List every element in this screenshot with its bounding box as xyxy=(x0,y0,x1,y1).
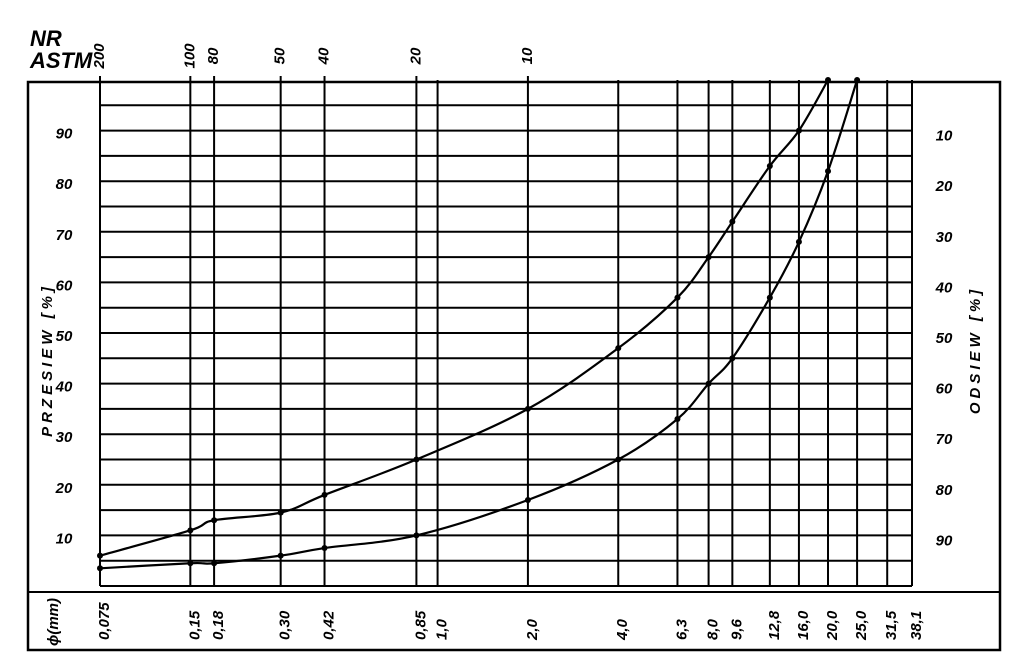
grading-curve xyxy=(99,79,859,570)
curve-point xyxy=(705,254,712,261)
y-tick-label: 30 xyxy=(56,429,73,446)
y-axis-title: PRZESIEW [%] xyxy=(39,283,56,437)
curve-point xyxy=(729,218,736,225)
curve-point xyxy=(211,560,218,567)
curve-point xyxy=(413,456,420,463)
y-tick-label: 50 xyxy=(56,328,73,345)
x-axis-title: ϕ(mm) xyxy=(45,598,62,646)
curve-point xyxy=(674,294,681,301)
curve-point xyxy=(97,552,103,559)
curve-point xyxy=(615,345,622,352)
curve-point xyxy=(766,294,773,301)
curve-point xyxy=(277,552,284,559)
top-tick-label: 80 xyxy=(205,47,222,64)
top-tick-label: 50 xyxy=(272,47,289,64)
x-tick-label: 1,0 xyxy=(434,618,451,640)
y-tick-label: 20 xyxy=(55,480,73,497)
x-tick-label: 25,0 xyxy=(853,610,870,641)
y2-tick-label: 40 xyxy=(935,279,953,296)
curve-point xyxy=(729,355,736,362)
x-tick-label: 0,30 xyxy=(277,610,294,640)
curve-point xyxy=(615,456,622,463)
y-tick-label: 70 xyxy=(56,227,73,244)
curve-point xyxy=(277,509,284,516)
top-tick-label: 20 xyxy=(407,47,424,65)
x-tick-label: 0,075 xyxy=(96,602,113,640)
curve-point xyxy=(321,545,328,552)
curve-point xyxy=(825,77,832,83)
curve-point xyxy=(321,491,328,498)
x-tick-label: 2,0 xyxy=(524,618,541,641)
top-tick-label: 100 xyxy=(181,43,198,69)
y2-tick-label: 20 xyxy=(935,178,953,195)
y-tick-label: 80 xyxy=(56,176,73,193)
x-tick-label: 12,8 xyxy=(766,610,783,640)
y2-axis-title: ODSIEW [%] xyxy=(967,286,984,414)
x-tick-label: 6,3 xyxy=(673,618,690,640)
y2-tick-label: 80 xyxy=(936,482,953,499)
x-tick-label: 8,0 xyxy=(705,618,722,640)
curve-point xyxy=(524,405,531,412)
curve-point xyxy=(795,127,802,134)
top-axis-title: NR xyxy=(30,26,62,51)
x-tick-label: 0,85 xyxy=(412,610,429,640)
grading-curve xyxy=(99,79,829,557)
x-tick-label: 4,0 xyxy=(614,618,631,641)
curve-point xyxy=(705,380,712,387)
curve-point xyxy=(413,532,420,539)
top-tick-label: 200 xyxy=(91,43,108,70)
y2-tick-label: 10 xyxy=(936,128,953,145)
x-tick-label: 38,1 xyxy=(908,611,925,640)
curve-point xyxy=(674,416,681,423)
curve-point xyxy=(795,238,802,245)
curve-point xyxy=(187,560,194,567)
top-axis-title: ASTM xyxy=(29,48,93,73)
y-tick-label: 90 xyxy=(56,126,73,143)
top-tick-label: 10 xyxy=(519,47,536,64)
y-tick-label: 60 xyxy=(56,277,73,294)
x-tick-label: 0,18 xyxy=(210,610,227,640)
outer-frame xyxy=(26,80,1002,652)
y2-tick-label: 70 xyxy=(936,431,953,448)
y2-tick-label: 30 xyxy=(936,229,953,246)
x-tick-label: 0,42 xyxy=(320,610,337,640)
curve-point xyxy=(854,77,861,83)
curve-point xyxy=(524,496,531,503)
curve-point xyxy=(97,565,103,572)
y2-tick-label: 60 xyxy=(936,381,953,398)
curve-point xyxy=(187,527,194,534)
top-tick-label: 40 xyxy=(315,47,332,65)
x-tick-label: 20,0 xyxy=(824,610,841,641)
x-tick-label: 31,5 xyxy=(883,610,900,640)
x-tick-label: 16,0 xyxy=(795,610,812,640)
x-tick-label: 0,15 xyxy=(186,610,203,640)
y-tick-label: 10 xyxy=(56,530,73,547)
y-tick-label: 40 xyxy=(55,379,73,396)
curve-point xyxy=(766,163,773,170)
y2-tick-label: 90 xyxy=(936,532,953,549)
curve-point xyxy=(211,517,218,524)
y2-tick-label: 50 xyxy=(936,330,953,347)
x-tick-label: 9,6 xyxy=(728,618,745,640)
curve-point xyxy=(825,168,832,175)
